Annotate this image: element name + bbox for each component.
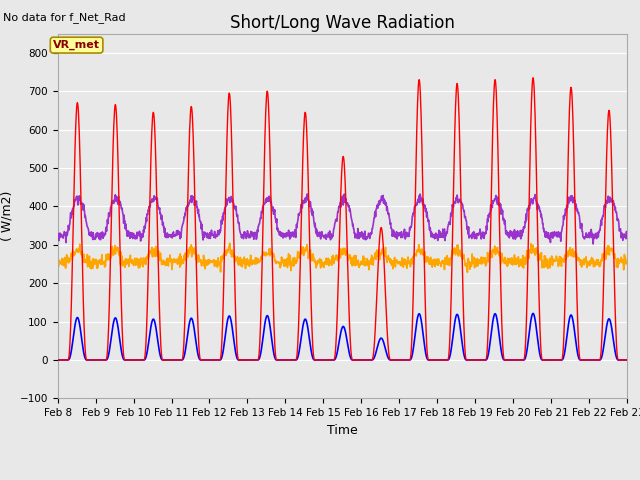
X-axis label: Time: Time: [327, 424, 358, 437]
Title: Short/Long Wave Radiation: Short/Long Wave Radiation: [230, 14, 455, 32]
Text: No data for f_Net_Rad: No data for f_Net_Rad: [3, 12, 126, 23]
Y-axis label: ( W/m2): ( W/m2): [1, 191, 14, 241]
Text: VR_met: VR_met: [53, 40, 100, 50]
